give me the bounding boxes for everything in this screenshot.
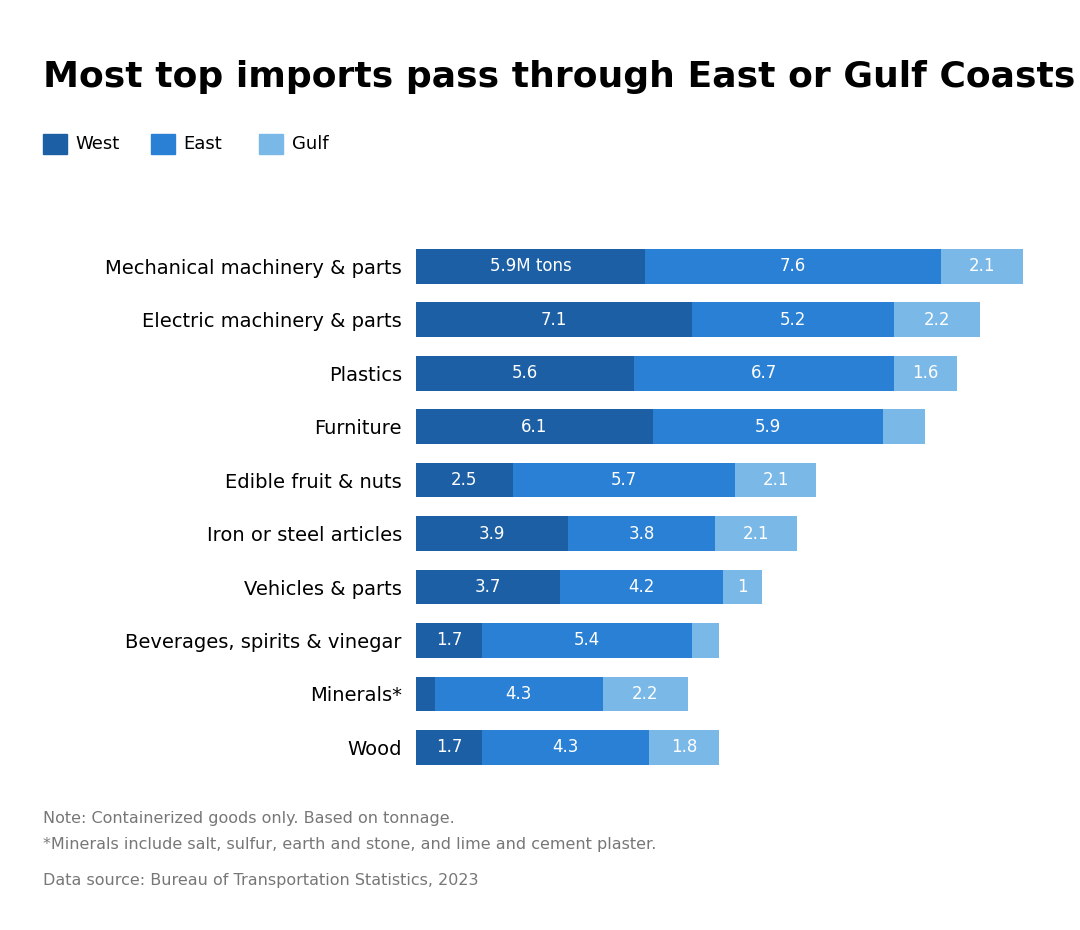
Text: 1.7: 1.7 xyxy=(435,738,462,756)
Text: Most top imports pass through East or Gulf Coasts: Most top imports pass through East or Gu… xyxy=(43,60,1076,95)
Bar xyxy=(435,676,603,711)
Text: Data source: Bureau of Transportation Statistics, 2023: Data source: Bureau of Transportation St… xyxy=(43,873,478,888)
Text: 3.9: 3.9 xyxy=(478,525,504,542)
Text: West: West xyxy=(76,135,120,153)
Bar xyxy=(513,463,734,498)
Text: 4.3: 4.3 xyxy=(505,684,532,703)
Bar xyxy=(416,249,646,284)
Text: 2.1: 2.1 xyxy=(969,258,995,275)
Text: 1.7: 1.7 xyxy=(435,631,462,649)
Text: 1.6: 1.6 xyxy=(913,365,939,382)
Text: Gulf: Gulf xyxy=(292,135,328,153)
Bar xyxy=(482,730,649,764)
Text: 2.1: 2.1 xyxy=(762,472,788,489)
Bar xyxy=(416,302,692,338)
Bar xyxy=(646,249,941,284)
Text: 5.4: 5.4 xyxy=(573,631,600,649)
Bar xyxy=(692,623,719,658)
Bar xyxy=(882,409,926,444)
Text: 2.2: 2.2 xyxy=(923,311,950,329)
Text: 4.2: 4.2 xyxy=(629,578,654,596)
Bar xyxy=(567,516,715,551)
Text: 2.1: 2.1 xyxy=(743,525,769,542)
Bar xyxy=(653,409,882,444)
Bar xyxy=(416,676,435,711)
Text: 5.9: 5.9 xyxy=(755,418,781,435)
Bar xyxy=(416,516,567,551)
Text: 5.2: 5.2 xyxy=(780,311,807,329)
Bar xyxy=(603,676,688,711)
Bar xyxy=(482,623,692,658)
Bar xyxy=(634,356,894,391)
Text: 5.6: 5.6 xyxy=(512,365,538,382)
Text: 2.2: 2.2 xyxy=(632,684,659,703)
Bar xyxy=(559,570,724,605)
Text: 4.3: 4.3 xyxy=(552,738,579,756)
Text: 6.7: 6.7 xyxy=(751,365,778,382)
Bar xyxy=(416,463,513,498)
Text: 7.1: 7.1 xyxy=(541,311,567,329)
Text: 5.9M tons: 5.9M tons xyxy=(489,258,571,275)
Text: Note: Containerized goods only. Based on tonnage.: Note: Containerized goods only. Based on… xyxy=(43,811,455,826)
Text: 3.7: 3.7 xyxy=(474,578,501,596)
Bar xyxy=(724,570,762,605)
Text: 2.5: 2.5 xyxy=(451,472,477,489)
Text: 6.1: 6.1 xyxy=(522,418,548,435)
Bar xyxy=(416,570,559,605)
Text: 1: 1 xyxy=(738,578,747,596)
Bar xyxy=(894,356,957,391)
Text: 7.6: 7.6 xyxy=(780,258,807,275)
Text: East: East xyxy=(184,135,222,153)
Bar xyxy=(416,409,653,444)
Bar xyxy=(416,623,482,658)
Text: 5.7: 5.7 xyxy=(611,472,637,489)
Bar xyxy=(734,463,816,498)
Bar xyxy=(649,730,719,764)
Text: 1.8: 1.8 xyxy=(671,738,698,756)
Bar xyxy=(692,302,894,338)
Text: *Minerals include salt, sulfur, earth and stone, and lime and cement plaster.: *Minerals include salt, sulfur, earth an… xyxy=(43,837,657,852)
Bar xyxy=(941,249,1023,284)
Bar xyxy=(416,356,634,391)
Text: 3.8: 3.8 xyxy=(629,525,654,542)
Bar xyxy=(715,516,797,551)
Bar xyxy=(416,730,482,764)
Bar xyxy=(894,302,980,338)
